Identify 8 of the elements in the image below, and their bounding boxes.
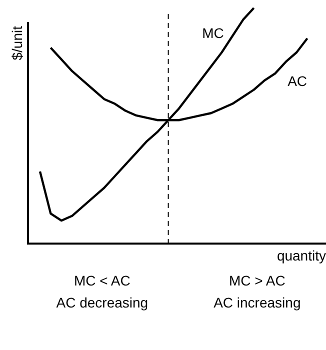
series-label: AC [288, 73, 308, 90]
text: MC > AC [228, 272, 286, 288]
series-label: MC [202, 24, 224, 41]
y-axis-title: $/unit [8, 26, 25, 60]
text: MC < AC [74, 272, 130, 288]
x-axis-title: quantity [276, 247, 326, 264]
text: AC increasing [214, 294, 301, 310]
text: AC decreasing [56, 294, 148, 310]
